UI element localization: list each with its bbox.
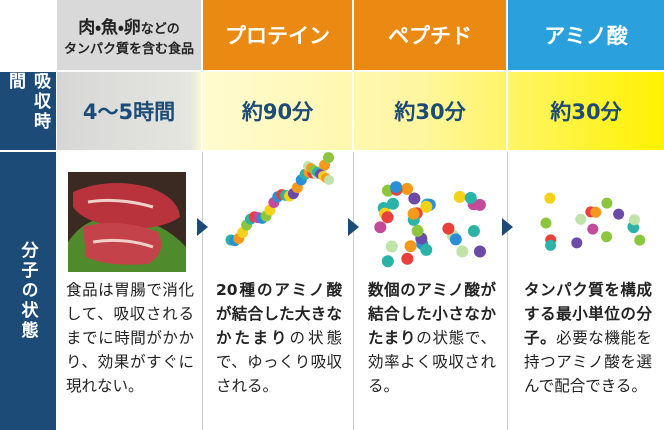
molecule	[453, 190, 466, 203]
divider	[507, 152, 508, 430]
molecule	[323, 152, 334, 164]
molecule	[628, 222, 640, 234]
arrow	[348, 218, 359, 236]
molecule	[381, 255, 394, 268]
molecule	[587, 223, 599, 235]
molecule	[590, 206, 602, 218]
header-subtitle: タンパク質を含む食品	[63, 42, 194, 57]
description-text: タンパク質を構成する最小単位の分子。	[524, 281, 652, 347]
header-title: 肉・魚・卵などの	[78, 13, 180, 38]
header-cell: プロテイン	[203, 0, 352, 70]
description-text: 数個のアミノ酸が結合した小さなかたまり	[368, 281, 496, 347]
description-text: 必要な機能を持つアミノ酸を選んで配合できる。	[524, 329, 652, 395]
molecule	[381, 211, 394, 224]
description-text: の状態で、効率よく吸収される。	[368, 329, 496, 395]
absorb-time: 約30分	[550, 100, 622, 124]
molecule	[634, 234, 646, 246]
arrow	[197, 218, 208, 236]
molecule	[628, 214, 640, 226]
molecule	[601, 231, 613, 243]
description-text: 食品は胃腸で消化して、吸収されるまでに時間がかかり、効果がすぐに現れない。	[66, 281, 194, 395]
molecule	[467, 225, 480, 238]
marbling	[87, 198, 154, 209]
molecule	[408, 192, 421, 205]
description-text: 20種のアミノ酸が結合した大きなかたまり	[216, 281, 342, 347]
arrow	[502, 218, 513, 236]
divider	[352, 72, 354, 150]
header-cell: 肉・魚・卵などの タンパク質を含む食品	[57, 0, 201, 70]
molecule	[473, 245, 486, 258]
molecule	[390, 181, 403, 194]
description-text: の状態で、ゆっくり吸収される。	[216, 329, 342, 395]
molecule	[613, 208, 625, 220]
meat	[73, 183, 180, 229]
time-row-bg	[57, 72, 664, 150]
row-label: 吸収時間	[0, 72, 56, 150]
molecule	[545, 239, 557, 251]
absorb-time: 約30分	[394, 100, 466, 124]
molecule	[540, 217, 552, 229]
molecule	[464, 191, 477, 204]
header-title-rest: などの	[140, 22, 180, 37]
meat-photo	[68, 172, 186, 272]
divider	[202, 152, 203, 430]
molecule	[385, 240, 398, 253]
absorb-time: 約90分	[241, 100, 314, 124]
divider	[201, 72, 203, 150]
molecule	[442, 222, 455, 235]
molecule	[411, 224, 424, 237]
molecule	[374, 221, 387, 234]
molecule	[575, 213, 587, 225]
molecule	[404, 240, 417, 253]
molecule	[324, 175, 334, 185]
molecule	[407, 207, 420, 220]
molecule	[571, 237, 583, 249]
absorb-time: 4〜5時間	[82, 100, 176, 124]
meat	[83, 223, 162, 265]
molecule	[449, 233, 462, 246]
molecule	[420, 243, 433, 256]
header-cell: アミノ酸	[508, 0, 664, 70]
divider	[353, 152, 354, 430]
header-title-bold: 肉・魚・卵	[78, 18, 141, 38]
description: タンパク質を構成する最小単位の分子。必要な機能を持つアミノ酸を選んで配合できる。	[524, 278, 652, 398]
molecule	[601, 197, 613, 209]
molecule	[401, 182, 414, 195]
description: 数個のアミノ酸が結合した小さなかたまりの状態で、効率よく吸収される。	[368, 278, 496, 398]
description: 20種のアミノ酸が結合した大きなかたまりの状態で、ゆっくり吸収される。	[216, 278, 342, 398]
molecules	[225, 152, 646, 268]
molecule	[386, 197, 399, 210]
molecule	[544, 192, 556, 204]
header-cell: ペプチド	[354, 0, 506, 70]
marbling	[92, 238, 154, 249]
divider	[506, 72, 508, 150]
molecule	[401, 252, 414, 265]
molecule	[456, 245, 469, 258]
molecule	[420, 200, 433, 213]
description: 食品は胃腸で消化して、吸収されるまでに時間がかかり、効果がすぐに現れない。	[66, 278, 194, 398]
row-label: 分子の状態	[0, 152, 56, 430]
